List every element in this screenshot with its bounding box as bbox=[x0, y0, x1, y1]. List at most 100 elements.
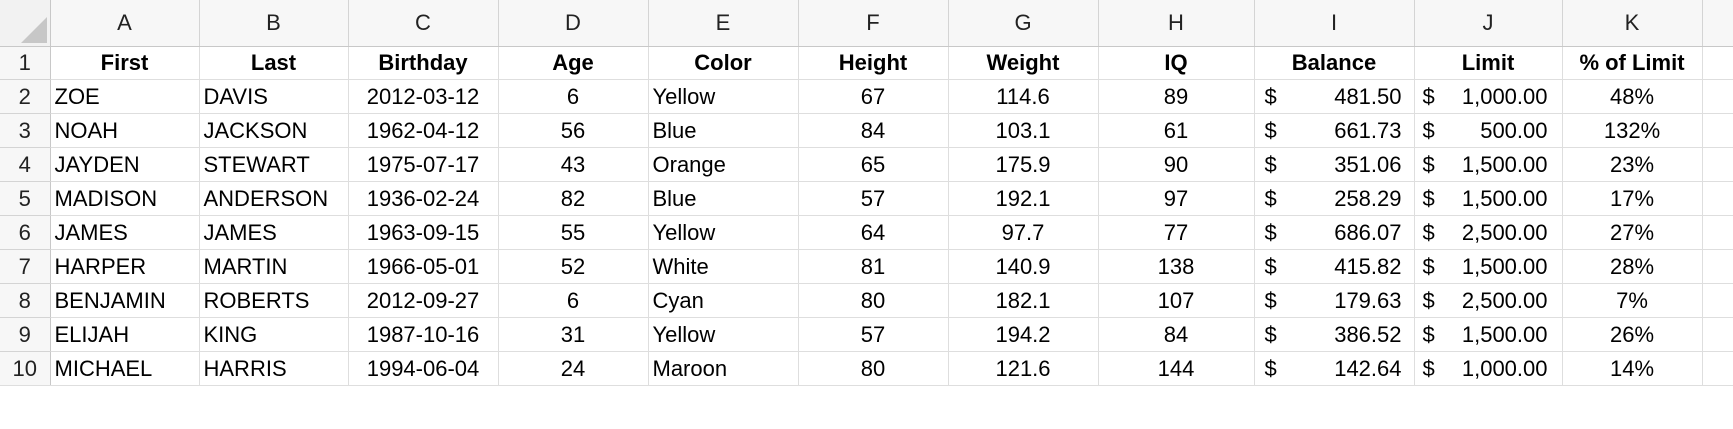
cell-height[interactable]: 57 bbox=[798, 317, 949, 352]
cell-balance[interactable]: $179.63 bbox=[1254, 283, 1415, 318]
cell-pct-of-limit[interactable]: 26% bbox=[1562, 317, 1703, 352]
cell-iq[interactable]: 84 bbox=[1098, 317, 1255, 352]
empty-cell[interactable] bbox=[1702, 283, 1733, 318]
row-header[interactable]: 4 bbox=[0, 147, 51, 182]
cell-iq[interactable]: 107 bbox=[1098, 283, 1255, 318]
empty-cell[interactable] bbox=[1702, 249, 1733, 284]
row-header[interactable]: 10 bbox=[0, 351, 51, 386]
cell-color[interactable]: Yellow bbox=[648, 79, 799, 114]
cell-limit[interactable]: $500.00 bbox=[1414, 113, 1563, 148]
cell-age[interactable]: 55 bbox=[498, 215, 649, 250]
header-cell-iq[interactable]: IQ bbox=[1098, 46, 1255, 80]
empty-cell[interactable] bbox=[1702, 181, 1733, 216]
cell-height[interactable]: 80 bbox=[798, 283, 949, 318]
cell-iq[interactable]: 77 bbox=[1098, 215, 1255, 250]
cell-age[interactable]: 43 bbox=[498, 147, 649, 182]
row-header[interactable]: 3 bbox=[0, 113, 51, 148]
cell-balance[interactable]: $351.06 bbox=[1254, 147, 1415, 182]
cell-iq[interactable]: 138 bbox=[1098, 249, 1255, 284]
row-header[interactable]: 6 bbox=[0, 215, 51, 250]
row-header[interactable]: 7 bbox=[0, 249, 51, 284]
cell-balance[interactable]: $142.64 bbox=[1254, 351, 1415, 386]
column-header-f[interactable]: F bbox=[798, 0, 949, 47]
row-header[interactable]: 1 bbox=[0, 46, 51, 80]
cell-age[interactable]: 6 bbox=[498, 283, 649, 318]
cell-pct-of-limit[interactable]: 23% bbox=[1562, 147, 1703, 182]
row-header[interactable]: 9 bbox=[0, 317, 51, 352]
cell-balance[interactable]: $481.50 bbox=[1254, 79, 1415, 114]
cell-height[interactable]: 81 bbox=[798, 249, 949, 284]
cell-color[interactable]: Maroon bbox=[648, 351, 799, 386]
cell-limit[interactable]: $2,500.00 bbox=[1414, 283, 1563, 318]
column-header-l[interactable] bbox=[1702, 0, 1733, 47]
cell-height[interactable]: 84 bbox=[798, 113, 949, 148]
cell-color[interactable]: Blue bbox=[648, 113, 799, 148]
cell-last[interactable]: ANDERSON bbox=[199, 181, 349, 216]
cell-iq[interactable]: 61 bbox=[1098, 113, 1255, 148]
column-header-d[interactable]: D bbox=[498, 0, 649, 47]
cell-birthday[interactable]: 1987-10-16 bbox=[348, 317, 499, 352]
empty-cell[interactable] bbox=[1702, 113, 1733, 148]
cell-first[interactable]: BENJAMIN bbox=[50, 283, 200, 318]
header-cell-last[interactable]: Last bbox=[199, 46, 349, 80]
cell-color[interactable]: White bbox=[648, 249, 799, 284]
cell-first[interactable]: JAYDEN bbox=[50, 147, 200, 182]
cell-pct-of-limit[interactable]: 27% bbox=[1562, 215, 1703, 250]
cell-weight[interactable]: 121.6 bbox=[948, 351, 1099, 386]
column-header-k[interactable]: K bbox=[1562, 0, 1703, 47]
header-cell-height[interactable]: Height bbox=[798, 46, 949, 80]
cell-pct-of-limit[interactable]: 132% bbox=[1562, 113, 1703, 148]
empty-cell[interactable] bbox=[1702, 46, 1733, 80]
cell-iq[interactable]: 97 bbox=[1098, 181, 1255, 216]
cell-iq[interactable]: 90 bbox=[1098, 147, 1255, 182]
cell-weight[interactable]: 103.1 bbox=[948, 113, 1099, 148]
cell-birthday[interactable]: 2012-03-12 bbox=[348, 79, 499, 114]
header-cell-birthday[interactable]: Birthday bbox=[348, 46, 499, 80]
cell-age[interactable]: 56 bbox=[498, 113, 649, 148]
cell-weight[interactable]: 140.9 bbox=[948, 249, 1099, 284]
cell-limit[interactable]: $1,500.00 bbox=[1414, 147, 1563, 182]
empty-cell[interactable] bbox=[1702, 79, 1733, 114]
cell-pct-of-limit[interactable]: 17% bbox=[1562, 181, 1703, 216]
cell-first[interactable]: HARPER bbox=[50, 249, 200, 284]
cell-color[interactable]: Yellow bbox=[648, 215, 799, 250]
cell-first[interactable]: JAMES bbox=[50, 215, 200, 250]
select-all-button[interactable] bbox=[0, 0, 51, 47]
cell-color[interactable]: Orange bbox=[648, 147, 799, 182]
cell-last[interactable]: STEWART bbox=[199, 147, 349, 182]
column-header-e[interactable]: E bbox=[648, 0, 799, 47]
cell-weight[interactable]: 97.7 bbox=[948, 215, 1099, 250]
header-cell-color[interactable]: Color bbox=[648, 46, 799, 80]
row-header[interactable]: 8 bbox=[0, 283, 51, 318]
cell-birthday[interactable]: 1994-06-04 bbox=[348, 351, 499, 386]
cell-first[interactable]: MADISON bbox=[50, 181, 200, 216]
cell-height[interactable]: 64 bbox=[798, 215, 949, 250]
cell-first[interactable]: ELIJAH bbox=[50, 317, 200, 352]
column-header-j[interactable]: J bbox=[1414, 0, 1563, 47]
cell-color[interactable]: Blue bbox=[648, 181, 799, 216]
cell-height[interactable]: 65 bbox=[798, 147, 949, 182]
cell-iq[interactable]: 144 bbox=[1098, 351, 1255, 386]
cell-first[interactable]: ZOE bbox=[50, 79, 200, 114]
cell-last[interactable]: JAMES bbox=[199, 215, 349, 250]
cell-birthday[interactable]: 1963-09-15 bbox=[348, 215, 499, 250]
cell-birthday[interactable]: 1966-05-01 bbox=[348, 249, 499, 284]
cell-weight[interactable]: 194.2 bbox=[948, 317, 1099, 352]
column-header-b[interactable]: B bbox=[199, 0, 349, 47]
cell-birthday[interactable]: 2012-09-27 bbox=[348, 283, 499, 318]
cell-birthday[interactable]: 1936-02-24 bbox=[348, 181, 499, 216]
empty-cell[interactable] bbox=[1702, 317, 1733, 352]
cell-limit[interactable]: $1,500.00 bbox=[1414, 249, 1563, 284]
cell-last[interactable]: HARRIS bbox=[199, 351, 349, 386]
empty-cell[interactable] bbox=[1702, 147, 1733, 182]
cell-limit[interactable]: $1,000.00 bbox=[1414, 79, 1563, 114]
cell-color[interactable]: Yellow bbox=[648, 317, 799, 352]
row-header[interactable]: 2 bbox=[0, 79, 51, 114]
cell-last[interactable]: JACKSON bbox=[199, 113, 349, 148]
column-header-a[interactable]: A bbox=[50, 0, 200, 47]
empty-cell[interactable] bbox=[1702, 215, 1733, 250]
cell-pct-of-limit[interactable]: 48% bbox=[1562, 79, 1703, 114]
cell-last[interactable]: DAVIS bbox=[199, 79, 349, 114]
cell-pct-of-limit[interactable]: 7% bbox=[1562, 283, 1703, 318]
cell-birthday[interactable]: 1962-04-12 bbox=[348, 113, 499, 148]
